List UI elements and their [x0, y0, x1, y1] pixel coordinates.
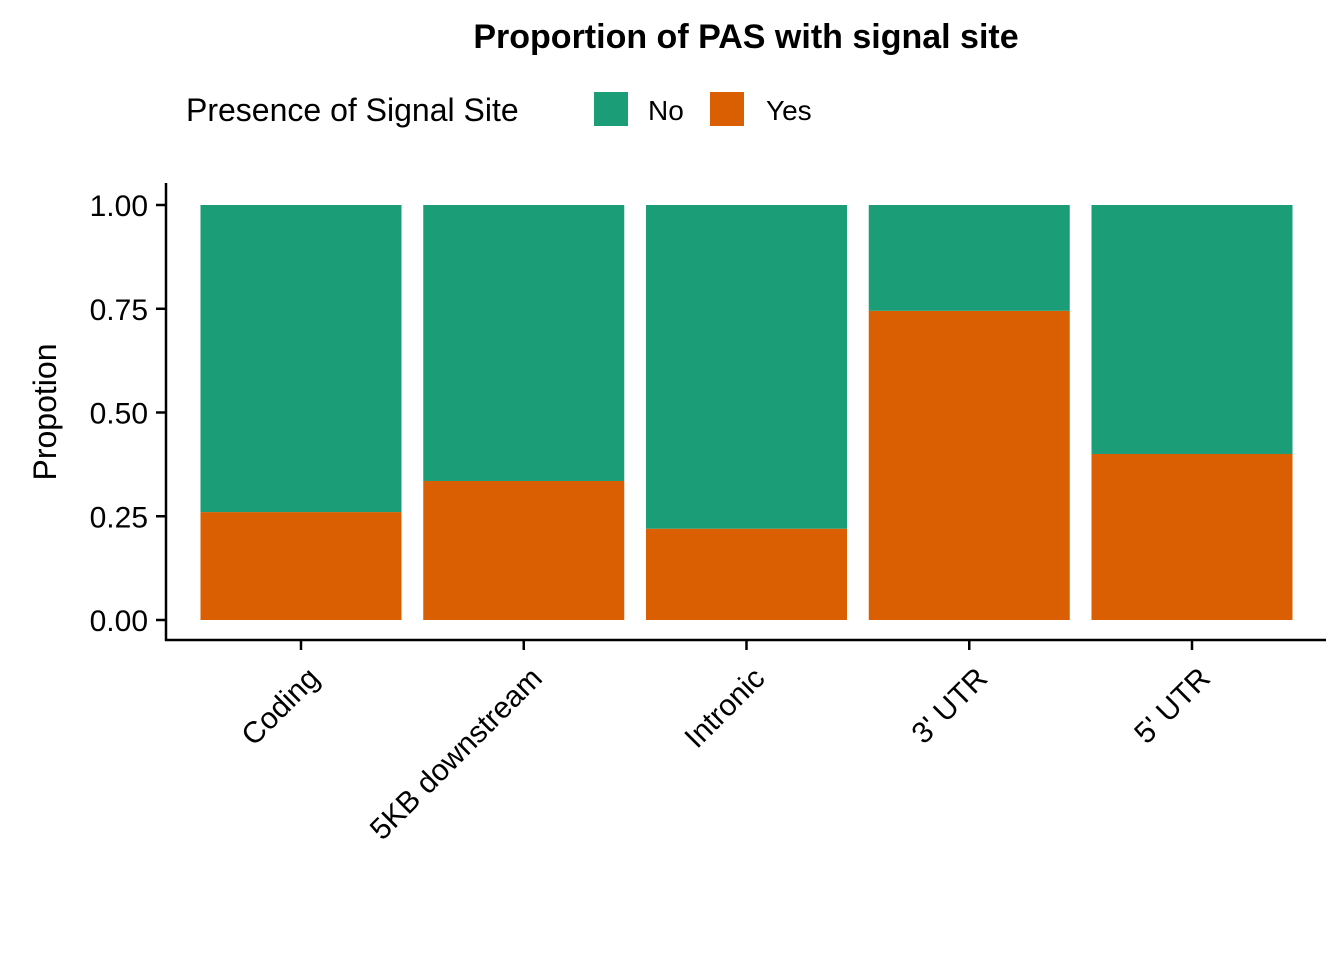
bar-no-2: [646, 205, 847, 529]
x-axis: Coding 5KB downstream Intronic 3' UTR 5' UTR: [165, 638, 1326, 847]
bar-no-1: [423, 205, 625, 481]
bar-yes-3: [868, 310, 1070, 620]
bar-no-3: [868, 205, 1070, 311]
x-tick-label-0: Coding: [235, 662, 326, 753]
y-tick-label-3: 0.75: [90, 294, 148, 327]
y-tick-label-2: 0.50: [90, 398, 148, 431]
y-tick-label-4: 1.00: [90, 190, 148, 223]
bar-no-4: [1091, 205, 1293, 454]
bar-yes-2: [646, 528, 847, 620]
y-axis: 0.00 0.25 0.50 0.75 1.00: [90, 183, 168, 641]
y-tick-label-1: 0.25: [90, 501, 148, 534]
legend-label-yes: Yes: [766, 95, 812, 126]
bar-no-0: [200, 205, 402, 513]
y-axis-title: Propotion: [27, 344, 63, 481]
legend-swatch-yes: [710, 92, 744, 126]
chart-title: Proportion of PAS with signal site: [473, 18, 1018, 56]
x-tick-label-2: Intronic: [679, 662, 772, 755]
legend-label-no: No: [648, 95, 684, 126]
bars-layer: [200, 205, 1293, 620]
bar-yes-1: [423, 480, 625, 620]
x-tick-label-1: 5KB downstream: [364, 662, 549, 847]
y-tick-label-0: 0.00: [90, 605, 148, 638]
legend: Presence of Signal Site No Yes: [186, 92, 812, 128]
legend-swatch-no: [594, 92, 628, 126]
bar-yes-4: [1091, 454, 1293, 620]
x-tick-label-4: 5' UTR: [1128, 662, 1217, 751]
bar-yes-0: [200, 512, 402, 620]
x-tick-label-3: 3' UTR: [906, 662, 995, 751]
legend-title: Presence of Signal Site: [186, 92, 519, 128]
